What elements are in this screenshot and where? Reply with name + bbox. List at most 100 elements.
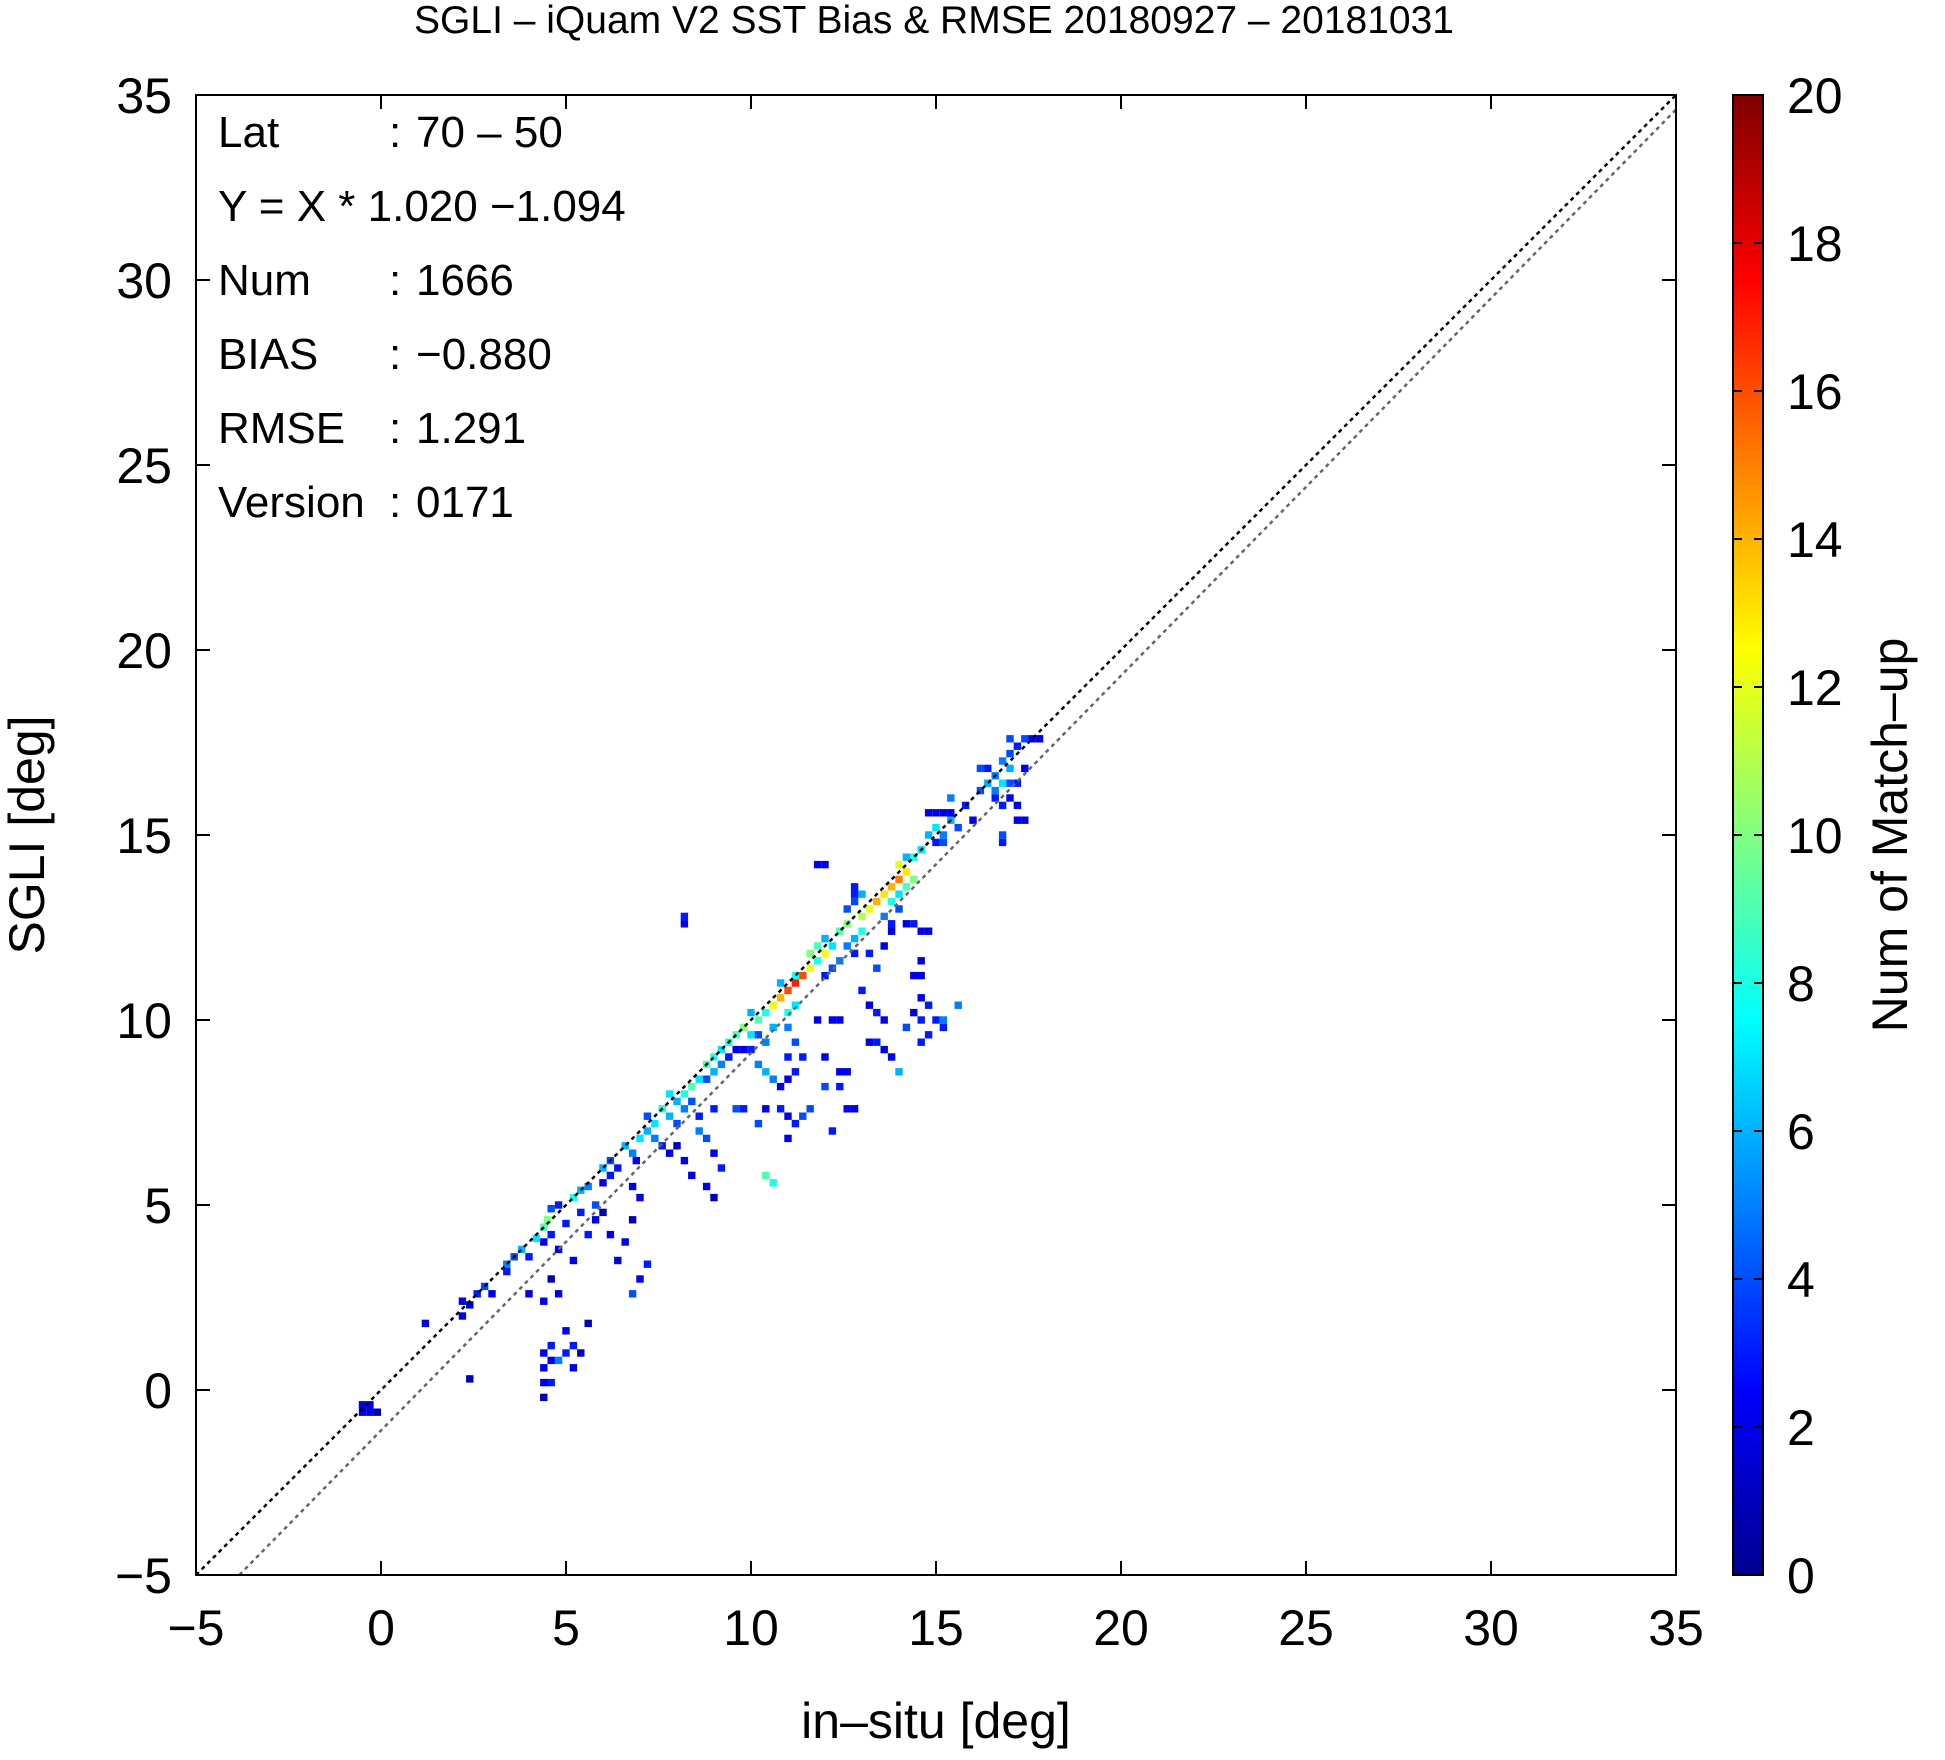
y-tick-label: 10 <box>116 993 172 1049</box>
density-cell <box>910 875 918 884</box>
density-cell <box>969 816 977 824</box>
density-cell <box>821 860 829 869</box>
density-cell <box>673 1119 681 1128</box>
stats-row: Num:1666 <box>218 256 514 305</box>
density-cell <box>762 1105 770 1113</box>
density-cell <box>695 1075 703 1083</box>
density-cell <box>599 1208 607 1217</box>
colorbar-tick-label: 10 <box>1787 808 1843 864</box>
density-cell <box>865 1038 874 1046</box>
density-cell <box>747 1031 755 1039</box>
density-cell <box>895 905 903 913</box>
density-cell <box>725 1053 733 1061</box>
density-cell <box>710 1105 718 1113</box>
density-cell <box>902 1023 911 1032</box>
density-cell <box>710 1193 718 1202</box>
density-cell <box>680 912 689 921</box>
density-cell <box>1021 816 1029 824</box>
density-cell <box>584 1319 592 1328</box>
density-cells <box>358 735 1044 1416</box>
density-cell <box>924 927 933 935</box>
density-cell <box>902 920 911 928</box>
density-cell <box>843 942 851 950</box>
density-cell <box>466 1375 474 1383</box>
density-cell <box>887 883 896 891</box>
density-cell <box>547 1378 555 1387</box>
density-cell <box>843 1105 851 1113</box>
density-cell <box>850 883 859 891</box>
density-cell <box>554 1201 563 1209</box>
density-cell <box>717 1045 726 1054</box>
colorbar-tick-label: 2 <box>1787 1400 1815 1456</box>
density-cell <box>813 1016 822 1024</box>
y-tick-label: 5 <box>144 1178 172 1234</box>
density-cell <box>917 994 925 1002</box>
chart-title: SGLI – iQuam V2 SST Bias & RMSE 20180927… <box>414 0 1454 42</box>
density-cell <box>458 1312 467 1320</box>
density-cell <box>754 1060 763 1069</box>
density-cell <box>754 1119 763 1128</box>
density-cell <box>924 1031 933 1039</box>
density-cell <box>865 949 874 958</box>
density-cell <box>584 1182 592 1191</box>
density-cell <box>932 1016 940 1024</box>
density-cell <box>799 1053 807 1061</box>
x-tick-label: 20 <box>1093 1600 1149 1656</box>
density-cell <box>577 1208 585 1217</box>
x-tick-label: 15 <box>908 1600 964 1656</box>
density-cell <box>791 1119 800 1128</box>
density-cell <box>717 1164 726 1172</box>
x-axis: −5 0 5 10 15 20 25 30 35 <box>167 95 1704 1656</box>
y-tick-label: 25 <box>116 438 172 494</box>
density-cell <box>762 1008 770 1017</box>
density-cell <box>784 1075 792 1083</box>
density-cell <box>843 1068 851 1076</box>
density-cell <box>769 1023 777 1032</box>
density-cell <box>739 1045 748 1054</box>
density-cell <box>843 905 851 913</box>
density-cell <box>636 1193 644 1202</box>
density-cell <box>880 890 888 898</box>
density-cell <box>873 1038 881 1046</box>
density-cell <box>643 1260 652 1268</box>
density-cell <box>680 1090 689 1098</box>
density-cell <box>754 1031 763 1039</box>
density-cell <box>924 809 933 817</box>
density-cell <box>858 927 866 935</box>
density-cell <box>799 971 807 980</box>
density-cell <box>636 1134 644 1143</box>
density-cell <box>1006 749 1014 758</box>
density-cell <box>939 831 948 839</box>
density-cell <box>1021 764 1029 773</box>
density-cell <box>821 934 829 943</box>
density-cell <box>488 1290 496 1298</box>
density-cell <box>887 927 896 935</box>
x-axis-label: in–situ [deg] <box>801 1693 1071 1749</box>
y-tick-label: 35 <box>116 68 172 124</box>
density-cell <box>636 1275 644 1283</box>
colorbar-label: Num of Match–up <box>1862 638 1918 1033</box>
density-cell <box>932 838 940 847</box>
density-cell <box>466 1301 474 1309</box>
density-cell <box>584 1230 592 1239</box>
density-cell <box>1013 816 1022 824</box>
density-cell <box>358 1408 367 1416</box>
density-cell <box>791 971 800 980</box>
stats-value: 1.291 <box>416 404 526 453</box>
density-cell <box>695 1112 703 1120</box>
density-cell <box>836 1082 844 1091</box>
density-cell <box>924 831 933 839</box>
density-cell <box>547 1230 555 1239</box>
density-cell <box>858 986 866 995</box>
density-cell <box>569 1364 578 1372</box>
density-cell <box>998 831 1007 839</box>
density-cell <box>828 964 837 972</box>
x-tick-label: 25 <box>1278 1600 1334 1656</box>
density-cell <box>628 1216 637 1224</box>
density-cell <box>503 1267 511 1276</box>
stats-value: 0171 <box>416 478 514 527</box>
density-cell <box>976 786 985 795</box>
density-cell <box>939 809 948 817</box>
density-cell <box>850 934 859 943</box>
